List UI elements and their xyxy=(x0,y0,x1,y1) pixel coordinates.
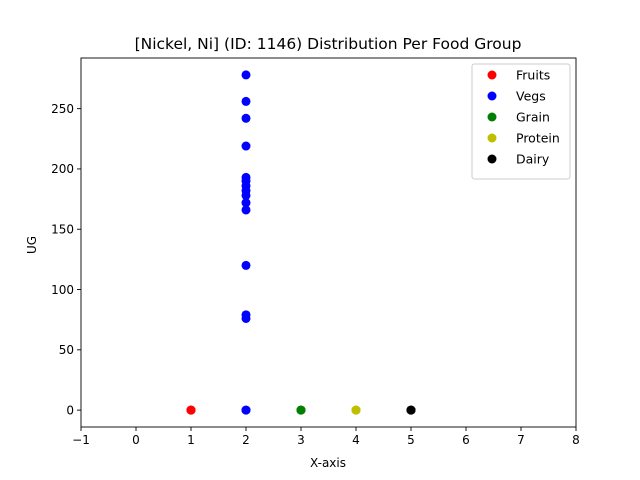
legend: Fruits Vegs Grain Protein Dairy xyxy=(471,63,571,180)
legend-marker-grain xyxy=(487,112,497,122)
legend-marker-vegs xyxy=(487,91,497,101)
data-point-vegs xyxy=(241,70,251,80)
legend-marker-dairy xyxy=(487,154,497,164)
series-grain xyxy=(296,405,306,415)
y-tick-label: 250 xyxy=(51,102,74,116)
data-point-grain xyxy=(296,405,306,415)
data-point-dairy xyxy=(406,405,416,415)
data-point-vegs xyxy=(241,405,251,415)
x-tick-label: 1 xyxy=(187,433,195,447)
legend-label-fruits: Fruits xyxy=(516,67,550,82)
series-fruits xyxy=(186,405,196,415)
data-point-vegs xyxy=(241,205,251,215)
y-tick-label: 150 xyxy=(51,223,74,237)
legend-box xyxy=(471,63,571,180)
x-tick-label: 6 xyxy=(462,433,470,447)
x-tick-label: 0 xyxy=(132,433,140,447)
axes: −1 0 1 2 3 4 5 6 7 8 0 50 100 150 200 250 xyxy=(51,57,580,447)
data-point-protein xyxy=(351,405,361,415)
y-tick-label: 100 xyxy=(51,283,74,297)
axes-frame xyxy=(80,57,577,428)
x-tick-label: 2 xyxy=(242,433,250,447)
data-point-vegs xyxy=(241,260,251,270)
legend-label-grain: Grain xyxy=(516,109,550,124)
data-point-vegs xyxy=(241,113,251,123)
data-point-vegs xyxy=(241,141,251,151)
x-axis-label: X-axis xyxy=(310,456,346,470)
y-axis-label: UG xyxy=(25,236,39,254)
data-point-vegs xyxy=(241,190,251,200)
series-vegs xyxy=(241,70,251,415)
y-tick-label: 0 xyxy=(66,403,74,417)
legend-label-protein: Protein xyxy=(516,130,560,145)
x-tick-label: −1 xyxy=(72,433,90,447)
data-point-vegs xyxy=(241,198,251,208)
x-tick-label: 3 xyxy=(297,433,305,447)
series-dairy xyxy=(406,405,416,415)
legend-marker-fruits xyxy=(487,70,497,80)
x-tick-label: 8 xyxy=(572,433,580,447)
y-tick-label: 50 xyxy=(59,343,74,357)
data-point-vegs xyxy=(241,96,251,106)
data-point-vegs xyxy=(241,313,251,323)
x-tick-label: 7 xyxy=(517,433,525,447)
legend-label-vegs: Vegs xyxy=(516,88,546,103)
x-tick-label: 5 xyxy=(407,433,415,447)
legend-label-dairy: Dairy xyxy=(516,151,550,166)
x-tick-label: 4 xyxy=(352,433,360,447)
chart-title: [Nickel, Ni] (ID: 1146) Distribution Per… xyxy=(135,35,522,53)
data-point-fruits xyxy=(186,405,196,415)
legend-marker-protein xyxy=(487,133,497,143)
plot-area xyxy=(186,70,416,415)
series-protein xyxy=(351,405,361,415)
y-tick-label: 200 xyxy=(51,162,74,176)
